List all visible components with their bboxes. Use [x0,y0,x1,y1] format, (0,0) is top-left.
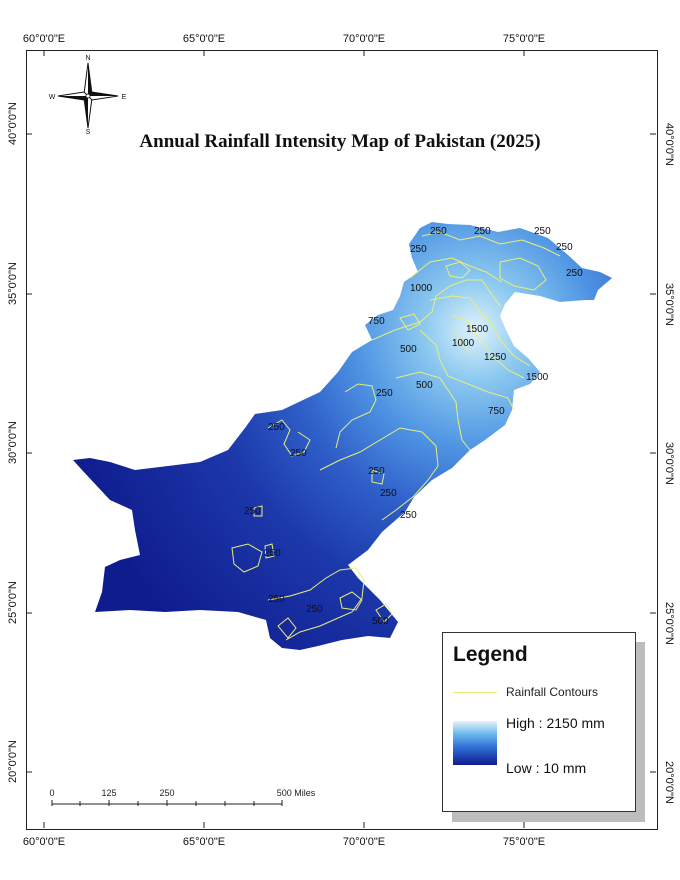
contour-label: 250 [268,422,285,433]
top-tick-70e: 70°0'0"E [342,33,386,45]
rainfall-color-ramp [453,721,497,765]
pakistan-rainfall-area [73,222,612,650]
legend-low-label: Low : 10 mm [506,760,587,776]
top-tick-60e: 60°0'0"E [22,33,66,45]
top-tick-75e: 75°0'0"E [502,33,546,45]
contour-label: 250 [264,548,281,559]
contour-label: 500 [416,380,433,391]
contour-label: 1500 [526,372,549,383]
contour-label: 250 [534,226,551,237]
graticule-ticks [26,50,656,828]
scale-label-250: 250 [159,788,175,798]
contour-label: 500 [372,616,389,627]
contour-label: 250 [290,448,307,459]
contour-label: 250 [410,244,427,255]
top-tick-65e: 65°0'0"E [182,33,226,45]
contour-label: 1000 [410,283,433,294]
contour-label: 1250 [484,352,507,363]
legend-title: Legend [453,643,528,666]
map-title: Annual Rainfall Intensity Map of Pakista… [139,131,541,152]
west-label: W [49,94,56,101]
contour-label: 250 [430,226,447,237]
north-arrow-icon: N S E W [49,55,127,136]
contour-label: 250 [474,226,491,237]
contour-label: 750 [368,316,385,327]
contour-labels: 250 250 250 250 250 250 1000 750 500 150… [244,226,583,627]
scale-label-125: 125 [101,788,117,798]
east-label: E [122,94,127,101]
contour-label: 250 [380,488,397,499]
rainfall-contours [231,231,561,641]
scale-label-0: 0 [49,788,55,798]
contour-label: 1500 [466,324,489,335]
contour-label: 250 [244,506,261,517]
contour-label: 250 [376,388,393,399]
legend-high-label: High : 2150 mm [506,715,605,731]
south-label: S [86,129,91,136]
contour-label: 750 [488,406,505,417]
bottom-tick-70e: 70°0'0"E [342,836,386,848]
scale-label-500: 500 Miles [276,788,316,798]
contour-label: 250 [306,604,323,615]
contour-label: 250 [566,268,583,279]
legend-box: Legend Rainfall Contours High : 2150 mm … [442,632,636,812]
contour-label: 250 [368,466,385,477]
scale-bar [51,800,283,806]
contour-label: 1000 [452,338,475,349]
contour-label: 250 [400,510,417,521]
contour-label: 250 [268,594,285,605]
bottom-tick-60e: 60°0'0"E [22,836,66,848]
bottom-tick-75e: 75°0'0"E [502,836,546,848]
contour-label: 250 [556,242,573,253]
contour-line-swatch [453,692,497,693]
bottom-tick-65e: 65°0'0"E [182,836,226,848]
contour-label: 500 [400,344,417,355]
contour-legend-label: Rainfall Contours [506,685,599,699]
north-label: N [85,55,90,62]
